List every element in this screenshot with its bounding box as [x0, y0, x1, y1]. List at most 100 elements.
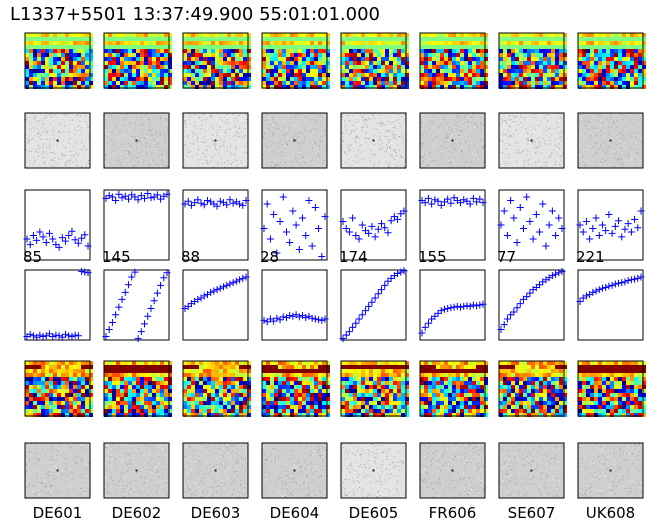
- fringe-noise: [198, 133, 200, 135]
- fringe-noise: [268, 143, 270, 145]
- fringe-noise: [49, 144, 51, 146]
- fringe-noise: [80, 166, 82, 168]
- fringe-noise: [286, 133, 288, 135]
- fringe-noise: [82, 459, 84, 461]
- fringe-noise: [184, 457, 186, 459]
- waterfall-cell: [207, 53, 211, 57]
- fringe-noise: [244, 135, 246, 137]
- fringe-noise: [324, 466, 326, 468]
- waterfall-cell: [243, 381, 247, 385]
- waterfall-cell: [322, 61, 326, 65]
- waterfall-cell: [25, 365, 29, 369]
- fringe-noise: [185, 141, 187, 143]
- waterfall-cell: [274, 57, 278, 61]
- waterfall-cell: [266, 61, 270, 65]
- waterfall-cell: [199, 41, 203, 45]
- waterfall-cell: [239, 369, 243, 373]
- fringe-noise: [153, 450, 155, 452]
- waterfall-cell: [61, 393, 65, 397]
- fringe-noise: [28, 450, 30, 452]
- fringe-noise: [220, 467, 222, 469]
- fringe-noise: [137, 496, 139, 498]
- waterfall-cell: [136, 365, 140, 369]
- fringe-noise: [139, 492, 141, 494]
- waterfall-cell: [77, 85, 81, 89]
- panel-frame: [261, 269, 328, 341]
- fringe-noise: [127, 161, 129, 163]
- fringe-noise: [144, 118, 146, 120]
- fringe-noise: [162, 458, 164, 460]
- waterfall-cell: [152, 73, 156, 77]
- fringe-amplitude-DE603: [182, 112, 249, 169]
- fringe-noise: [244, 479, 246, 481]
- waterfall-cell: [37, 401, 41, 405]
- waterfall-cell: [160, 37, 164, 41]
- fringe-noise: [205, 121, 207, 123]
- fringe-noise: [41, 128, 43, 130]
- fringe-noise: [129, 470, 131, 472]
- waterfall-cell: [262, 57, 266, 61]
- waterfall-cell: [108, 45, 112, 49]
- data-point: [299, 214, 307, 222]
- fringe-noise: [321, 120, 323, 122]
- fringe-noise: [307, 494, 309, 496]
- fringe-noise: [157, 468, 159, 470]
- waterfall-cell: [144, 393, 148, 397]
- fringe-noise: [305, 471, 307, 473]
- fringe-noise: [37, 458, 39, 460]
- waterfall-cell: [132, 33, 136, 37]
- waterfall-amplitude-DE604: [261, 32, 330, 89]
- fringe-noise: [242, 147, 244, 149]
- waterfall-cell: [223, 381, 227, 385]
- fringe-noise: [204, 130, 206, 132]
- waterfall-cell: [290, 33, 294, 37]
- waterfall-cell: [191, 409, 195, 413]
- data-point: [108, 319, 116, 326]
- fringe-noise: [151, 484, 153, 486]
- waterfall-cell: [223, 373, 227, 377]
- waterfall-cell: [314, 81, 318, 85]
- waterfall-cell: [326, 45, 330, 49]
- waterfall-cell: [274, 37, 278, 41]
- fringe-noise: [316, 160, 318, 162]
- fringe-noise: [162, 150, 164, 152]
- fringe-noise: [312, 160, 314, 162]
- fringe-noise: [162, 447, 164, 449]
- station-label: DE603: [191, 504, 241, 522]
- waterfall-cell: [286, 37, 290, 41]
- waterfall-cell: [227, 73, 231, 77]
- fringe-noise: [289, 457, 291, 459]
- waterfall-cell: [247, 397, 251, 401]
- waterfall-cell: [33, 49, 37, 53]
- data-point: [55, 243, 63, 251]
- waterfall-cell: [290, 381, 294, 385]
- fringe-noise: [297, 459, 299, 461]
- waterfall-cell: [53, 393, 57, 397]
- fringe-noise: [198, 149, 200, 151]
- fringe-noise: [166, 494, 168, 496]
- fringe-noise: [145, 468, 147, 470]
- fringe-noise: [58, 459, 60, 461]
- waterfall-cell: [290, 53, 294, 57]
- waterfall-cell: [69, 413, 73, 417]
- fringe-noise: [49, 123, 51, 125]
- waterfall-cell: [195, 397, 199, 401]
- fringe-noise: [83, 131, 85, 133]
- waterfall-cell: [77, 37, 81, 41]
- waterfall-cell: [69, 49, 73, 53]
- fringe-noise: [34, 131, 36, 133]
- fringe-noise: [224, 487, 226, 489]
- waterfall-cell: [199, 361, 203, 365]
- waterfall-cell: [116, 65, 120, 69]
- fringe-noise: [167, 456, 169, 458]
- fringe-noise: [221, 120, 223, 122]
- waterfall-cell: [239, 385, 243, 389]
- waterfall-cell: [156, 81, 160, 85]
- waterfall-cell: [25, 73, 29, 77]
- fringe-noise: [159, 134, 161, 136]
- fringe-noise: [275, 468, 277, 470]
- fringe-noise: [125, 148, 127, 150]
- fringe-noise: [216, 458, 218, 460]
- fringe-noise: [323, 159, 325, 161]
- waterfall-cell: [306, 57, 310, 61]
